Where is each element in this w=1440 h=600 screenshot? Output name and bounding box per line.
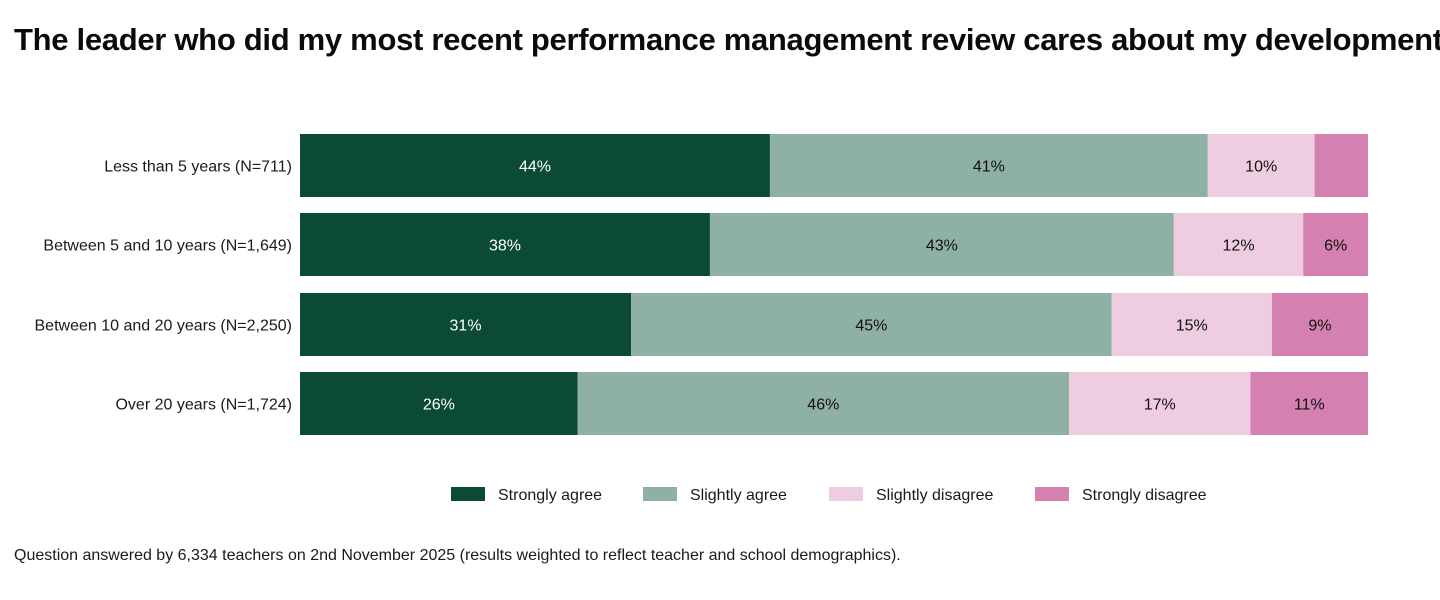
category-label: Between 5 and 10 years (N=1,649)	[43, 238, 292, 255]
bar-segment-strongly-disagree	[1314, 134, 1368, 197]
data-label: 17%	[1144, 397, 1176, 414]
data-label: 44%	[519, 159, 551, 176]
legend-swatch-slightly-agree	[643, 487, 677, 501]
bar-segment-slightly-disagree	[1173, 213, 1304, 276]
footnote: Question answered by 6,334 teachers on 2…	[14, 547, 901, 564]
bar-segment-strongly-agree	[300, 134, 770, 197]
bar-segment-strongly-agree	[300, 213, 710, 276]
category-label: Over 20 years (N=1,724)	[115, 397, 292, 414]
legend-label-slightly-agree: Slightly agree	[690, 487, 787, 504]
data-label: 9%	[1308, 318, 1331, 335]
data-label: 38%	[489, 238, 521, 255]
data-label: 26%	[423, 397, 455, 414]
legend-swatch-strongly-agree	[451, 487, 485, 501]
legend-label-strongly-agree: Strongly agree	[498, 487, 602, 504]
data-label: 31%	[450, 318, 482, 335]
bar-segment-strongly-agree	[300, 372, 578, 435]
legend-label-slightly-disagree: Slightly disagree	[876, 487, 994, 504]
bar-segment-strongly-agree	[300, 293, 632, 356]
category-labels-layer: Less than 5 years (N=711) Between 5 and 1…	[35, 159, 293, 414]
category-label: Between 10 and 20 years (N=2,250)	[35, 318, 293, 335]
legend-swatch-strongly-disagree	[1035, 487, 1069, 501]
bar-segment-slightly-disagree	[1207, 134, 1315, 197]
bar-segment-strongly-disagree	[1271, 293, 1368, 356]
legend-label-strongly-disagree: Strongly disagree	[1082, 487, 1207, 504]
chart-title: The leader who did my most recent perfor…	[14, 22, 1440, 57]
data-label: 46%	[807, 397, 839, 414]
data-label: 15%	[1176, 318, 1208, 335]
bar-segment-slightly-disagree	[1068, 372, 1251, 435]
data-label: 11%	[1294, 397, 1325, 414]
bar-segment-strongly-disagree	[1250, 372, 1368, 435]
bar-segment-slightly-agree	[631, 293, 1112, 356]
bar-segment-slightly-agree	[577, 372, 1069, 435]
data-label: 12%	[1223, 238, 1255, 255]
bar-segment-slightly-agree	[769, 134, 1208, 197]
bars-layer: 44% 41% 10% 38% 43% 12% 6% 31% 45% 15% 9% 26% 46% 17%…	[300, 134, 1368, 435]
data-label: 45%	[855, 318, 887, 335]
bar-segment-slightly-disagree	[1111, 293, 1272, 356]
legend-swatch-slightly-disagree	[829, 487, 863, 501]
data-label: 41%	[973, 159, 1005, 176]
category-label: Less than 5 years (N=711)	[104, 159, 292, 176]
data-label: 6%	[1324, 238, 1347, 255]
data-label: 43%	[926, 238, 958, 255]
bar-segment-slightly-agree	[709, 213, 1174, 276]
legend: Strongly agree Slightly agree Slightly dis…	[451, 487, 1207, 504]
data-label: 10%	[1245, 159, 1277, 176]
bar-segment-strongly-disagree	[1303, 213, 1368, 276]
